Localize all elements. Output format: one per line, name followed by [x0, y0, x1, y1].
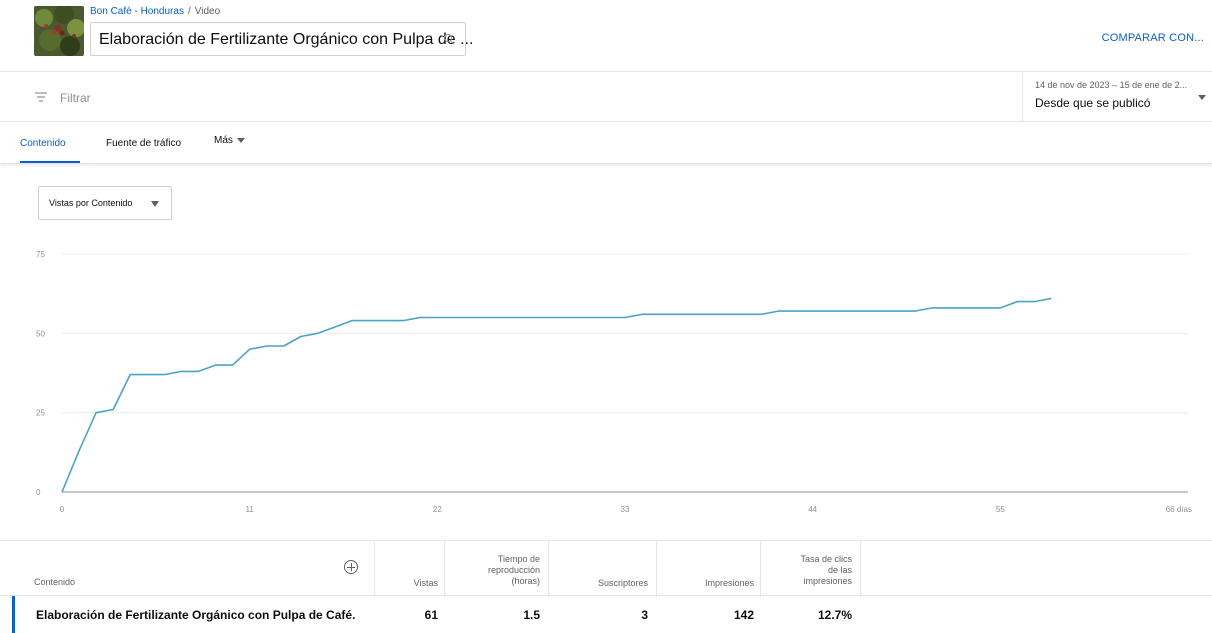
column-divider	[860, 541, 861, 597]
filter-input[interactable]: Filtrar	[60, 91, 91, 105]
col-header-vistas[interactable]: Vistas	[413, 578, 438, 588]
metric-dropdown[interactable]: Vistas por Contenido	[38, 186, 172, 220]
filter-bar: Filtrar 14 de nov de 2023 – 15 de ene de…	[0, 72, 1212, 122]
column-divider	[656, 541, 657, 597]
cell-suscriptores: 3	[641, 608, 648, 622]
breadcrumb-section: Video	[194, 6, 221, 17]
breadcrumb-separator: /	[187, 6, 191, 17]
col-header-line: Tiempo de	[497, 554, 540, 564]
x-tick-label: 22	[433, 505, 442, 514]
col-header-line: (horas)	[511, 576, 540, 586]
row-title[interactable]: Elaboración de Fertilizante Orgánico con…	[36, 608, 356, 622]
content-table: Contenido Vistas Tiempo de reproducción …	[0, 540, 1212, 633]
tab-mas[interactable]: Más	[214, 135, 245, 146]
y-tick-label: 0	[36, 488, 41, 497]
row-accent	[12, 596, 15, 633]
cell-impresiones: 142	[733, 608, 754, 622]
date-range-text: 14 de nov de 2023 – 15 de ene de 2...	[1035, 80, 1188, 90]
y-tick-label: 75	[36, 250, 45, 259]
col-header-line: reproducción	[487, 565, 540, 575]
tab-mas-label: Más	[214, 135, 233, 146]
y-tick-label: 25	[36, 409, 45, 418]
column-divider	[548, 541, 549, 597]
cell-tasa-de-clics: 12.7%	[817, 608, 852, 622]
filter-icon[interactable]	[34, 90, 48, 104]
search-icon[interactable]	[443, 33, 455, 45]
chevron-down-icon	[151, 201, 159, 207]
table-header: Contenido Vistas Tiempo de reproducción …	[0, 540, 1212, 597]
page-header: Bon Café - Honduras / Video Elaboración de…	[0, 0, 1212, 72]
col-header-line: Tasa de clics	[800, 554, 852, 564]
video-title-selector[interactable]: Elaboración de Fertilizante Orgánico con…	[90, 22, 473, 56]
views-chart: 0 25 50 75 0 11 22 33 44 55 66 días	[0, 240, 1212, 520]
col-header-impresiones[interactable]: Impresiones	[704, 578, 754, 588]
series-line[interactable]	[61, 297, 1052, 493]
metric-dropdown-label: Vistas por Contenido	[49, 198, 133, 208]
x-tick-label: 11	[246, 505, 255, 514]
cell-tiempo-de-reproduccion: 1.5	[523, 608, 540, 622]
col-header-contenido[interactable]: Contenido	[34, 577, 76, 587]
x-tick-label: 66 días	[1166, 505, 1192, 514]
tab-fuente-de-trafico[interactable]: Fuente de tráfico	[106, 138, 182, 149]
report-tabs: Contenido Fuente de tráfico Más	[0, 122, 1212, 164]
col-header-line: de las	[827, 565, 852, 575]
col-header-tasa-de-clics[interactable]: Tasa de clics de las impresiones	[768, 554, 852, 587]
column-divider	[444, 541, 445, 597]
compare-button[interactable]: COMPARAR CON...	[1101, 32, 1204, 44]
chevron-down-icon	[236, 137, 245, 143]
line-chart: 0 25 50 75 0 11 22 33 44 55 66 días	[36, 250, 1192, 514]
column-divider	[374, 541, 375, 597]
video-thumbnail[interactable]	[34, 6, 84, 56]
x-tick-label: 0	[60, 505, 65, 514]
cell-vistas: 61	[424, 608, 438, 622]
x-tick-label: 33	[621, 505, 630, 514]
tab-contenido[interactable]: Contenido	[20, 138, 66, 149]
breadcrumb-channel-link[interactable]: Bon Café - Honduras	[90, 6, 184, 17]
x-tick-label: 44	[808, 505, 817, 514]
date-range-label: Desde que se publicó	[1035, 96, 1151, 110]
table-row[interactable]: Elaboración de Fertilizante Orgánico con…	[0, 596, 1212, 633]
active-tab-indicator	[20, 161, 80, 163]
column-divider	[760, 541, 761, 597]
y-tick-label: 50	[36, 329, 45, 338]
date-range-selector[interactable]: 14 de nov de 2023 – 15 de ene de 2... De…	[1022, 72, 1212, 122]
add-column-icon[interactable]	[344, 560, 358, 574]
col-header-tiempo-de-reproduccion[interactable]: Tiempo de reproducción (horas)	[452, 554, 540, 587]
col-header-suscriptores[interactable]: Suscriptores	[597, 578, 648, 588]
chevron-down-icon	[1198, 95, 1206, 100]
breadcrumb: Bon Café - Honduras / Video	[90, 6, 220, 17]
video-title: Elaboración de Fertilizante Orgánico con…	[99, 31, 474, 48]
x-tick-label: 55	[996, 505, 1005, 514]
col-header-line: impresiones	[803, 576, 852, 586]
